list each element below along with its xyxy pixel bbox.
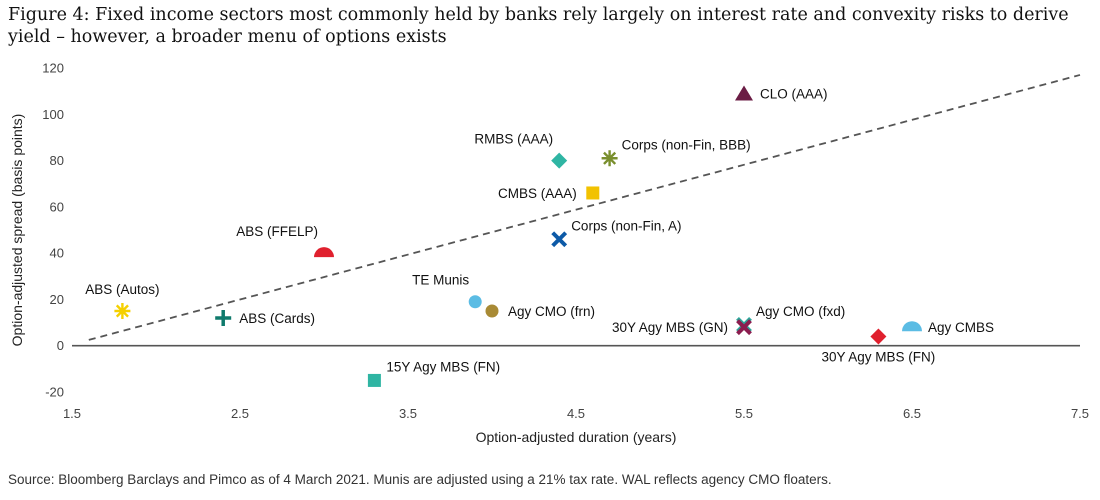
point-label: RMBS (AAA): [474, 132, 553, 147]
y-tick-label: 120: [42, 61, 64, 76]
point-marker: [601, 150, 618, 167]
point-label: Corps (non-Fin, A): [571, 218, 681, 233]
point-label: Agy CMO (frn): [508, 304, 595, 319]
point-label: 30Y Agy MBS (GN): [612, 320, 728, 335]
point-marker: [367, 373, 381, 387]
x-axis-label: Option-adjusted duration (years): [476, 429, 677, 445]
x-tick-label: 2.5: [231, 406, 249, 421]
point-label: CMBS (AAA): [498, 186, 577, 201]
x-tick-label: 7.5: [1071, 406, 1089, 421]
y-tick-label: 100: [42, 107, 64, 122]
x-tick-label: 4.5: [567, 406, 585, 421]
point-marker: [586, 186, 600, 200]
source-note: Source: Bloomberg Barclays and Pimco as …: [8, 472, 832, 487]
point-marker: [735, 85, 753, 101]
point-marker: [215, 309, 232, 326]
y-tick-label: 20: [50, 292, 64, 307]
point-label: ABS (Cards): [239, 311, 315, 326]
x-tick-label: 1.5: [63, 406, 81, 421]
point-label: Agy CMO (fxd): [756, 304, 845, 319]
point-label: 15Y Agy MBS (FN): [386, 359, 500, 374]
y-axis-label: Option-adjusted spread (basis points): [9, 114, 25, 347]
y-tick-label: 80: [50, 153, 64, 168]
y-tick-label: 0: [57, 338, 64, 353]
y-tick-label: 40: [50, 246, 64, 261]
point-marker: [485, 304, 499, 318]
x-tick-label: 5.5: [735, 406, 753, 421]
point-marker: [736, 319, 752, 336]
point-label: Agy CMBS: [928, 320, 994, 335]
x-tick-label: 6.5: [903, 406, 921, 421]
point-marker: [468, 295, 482, 309]
point-label: Corps (non-Fin, BBB): [622, 137, 751, 152]
point-label: TE Munis: [412, 273, 469, 288]
point-label: ABS (FFELP): [236, 224, 318, 239]
point-marker: [902, 321, 922, 332]
point-label: 30Y Agy MBS (FN): [822, 349, 936, 364]
y-tick-label: 60: [50, 199, 64, 214]
point-marker: [114, 303, 131, 319]
point-marker: [551, 231, 568, 248]
point-marker: [870, 328, 887, 345]
point-marker: [314, 247, 334, 258]
point-label: CLO (AAA): [760, 86, 828, 101]
scatter-chart: -20 0 20 40 60 80 100 120 1.5 2.5 3.5 4.5 5.5 6.5 7.5 O…: [9, 61, 1089, 446]
point-label: ABS (Autos): [85, 282, 159, 297]
y-tick-label: -20: [45, 385, 64, 400]
chart-title: Figure 4: Fixed income sectors most comm…: [8, 5, 1069, 47]
x-tick-label: 3.5: [399, 406, 417, 421]
trend-line: [88, 74, 1081, 341]
point-marker: [551, 152, 568, 169]
